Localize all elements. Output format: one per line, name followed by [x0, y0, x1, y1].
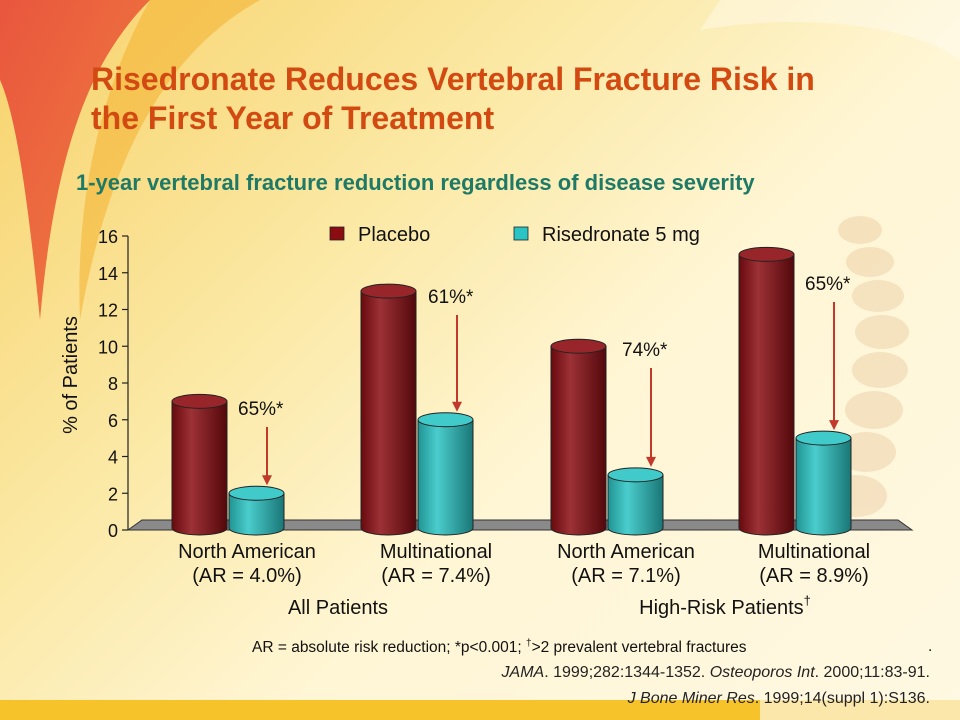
bar-top: [550, 338, 607, 354]
y-axis-label: % of Patients: [60, 316, 82, 434]
legend-label: Risedronate 5 mg: [542, 224, 700, 246]
y-tick-label: 16: [98, 227, 118, 247]
bar-top: [795, 430, 852, 446]
reduction-annotation: 61%*: [428, 287, 474, 308]
reference-1-citation: . 1999;282:1344-1352.: [544, 664, 710, 681]
category-ar-label: (AR = 4.0%): [192, 565, 301, 587]
y-tick-label: 2: [108, 484, 118, 504]
y-tick-label: 4: [108, 448, 118, 468]
group-label: High-Risk Patients†: [639, 593, 811, 619]
slide-subtitle: 1-year vertebral fracture reduction rega…: [76, 170, 755, 195]
placebo-bar: [550, 345, 607, 536]
footnote-dagger: †: [526, 638, 532, 649]
reduction-arrowhead: [829, 420, 839, 431]
footnote-text-1: AR = absolute risk reduction; *p<0.001;: [252, 639, 526, 657]
y-tick-label: 12: [98, 301, 118, 321]
reference-2: J Bone Miner Res. 1999;14(suppl 1):S136.: [628, 690, 930, 708]
y-tick-label: 0: [108, 521, 118, 541]
bar-top: [607, 467, 664, 483]
category-label: Multinational: [758, 541, 870, 563]
category-label: Multinational: [380, 541, 492, 563]
footnote-text-2: >2 prevalent vertebral fractures: [531, 639, 747, 657]
reduction-annotation: 65%*: [238, 399, 284, 420]
y-tick-label: 8: [108, 374, 118, 394]
slide-title: Risedronate Reduces Vertebral Fracture R…: [91, 61, 815, 136]
placebo-bar: [171, 400, 228, 536]
y-tick-label: 10: [98, 337, 118, 357]
risedronate-bar: [607, 474, 664, 536]
placebo-bar: [360, 290, 417, 536]
spine-watermark: [825, 216, 909, 517]
risedronate-bar: [228, 492, 285, 536]
bar-top: [228, 485, 285, 501]
reference-2-citation: . 1999;14(suppl 1):S136.: [754, 690, 930, 707]
group-label: All Patients: [288, 597, 388, 619]
category-label: North American: [557, 541, 695, 563]
category-ar-label: (AR = 8.9%): [759, 565, 868, 587]
bar-top: [360, 283, 417, 299]
category-ar-label: (AR = 7.4%): [381, 565, 490, 587]
category-ar-label: (AR = 7.1%): [571, 565, 680, 587]
category-label: North American: [178, 541, 316, 563]
footnote-end: .: [928, 638, 933, 655]
reduction-arrowhead: [262, 475, 272, 486]
reduction-arrowhead: [452, 401, 462, 412]
legend-swatch: [329, 226, 345, 241]
bar-top: [417, 412, 474, 428]
risedronate-bar: [417, 419, 474, 536]
reference-journal-jama: JAMA: [501, 664, 545, 681]
bar-top: [171, 393, 228, 409]
reference-1-citation-2: . 2000;11:83-91.: [814, 664, 930, 681]
reference-journal-osteoporos: Osteoporos Int: [709, 664, 815, 681]
legend-swatch: [513, 226, 529, 241]
reduction-arrowhead: [646, 456, 656, 467]
bar-top: [738, 246, 795, 262]
reduction-annotation: 65%*: [805, 274, 851, 295]
y-tick-label: 6: [108, 411, 118, 431]
reduction-annotation: 74%*: [622, 340, 668, 361]
placebo-bar: [738, 253, 795, 536]
footnote: AR = absolute risk reduction; *p<0.001; …: [252, 638, 952, 657]
risedronate-bar: [795, 437, 852, 536]
y-tick-label: 14: [98, 264, 118, 284]
legend-label: Placebo: [358, 224, 430, 246]
reference-journal-jbmr: J Bone Miner Res: [627, 690, 755, 707]
reference-1: JAMA. 1999;282:1344-1352. Osteoporos Int…: [502, 664, 930, 682]
